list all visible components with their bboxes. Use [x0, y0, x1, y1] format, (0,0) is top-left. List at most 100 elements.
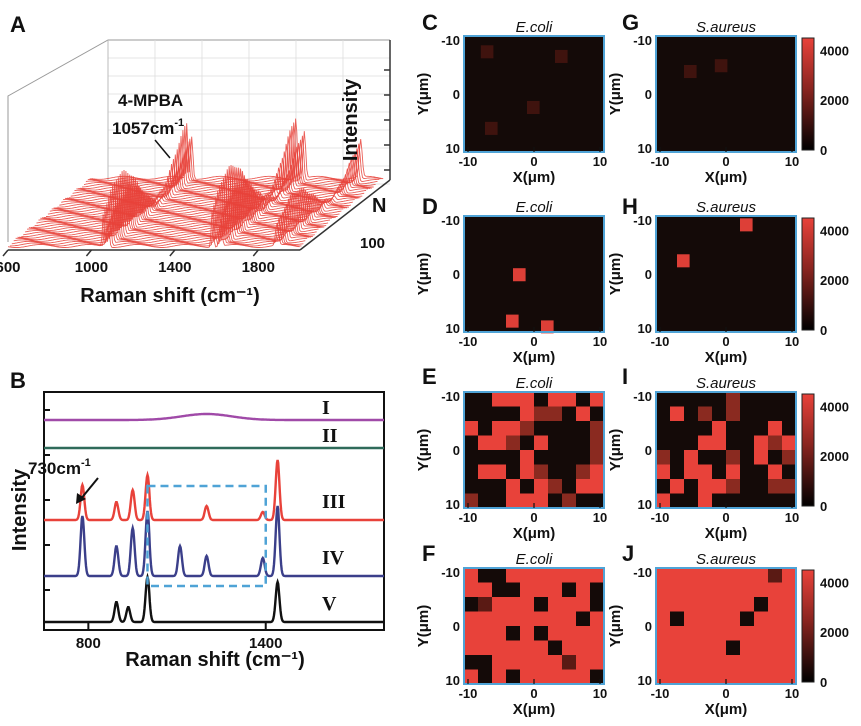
panel-letter-c: C: [422, 10, 438, 35]
heatmap-cell: [684, 465, 698, 480]
heatmap-cell: [562, 655, 576, 670]
x-tick-label: 0: [530, 154, 537, 169]
heatmap-cell: [478, 436, 492, 451]
panel-letter-i: I: [622, 364, 628, 389]
colorbar-tick-label: 2000: [820, 625, 849, 640]
x-tick-label: 1400: [158, 259, 191, 276]
x-tick-label: 10: [593, 686, 607, 701]
heatmap-y-axis-label: Y(μm): [607, 253, 624, 296]
x-tick-label: -10: [651, 510, 670, 525]
heatmap-cell: [754, 436, 768, 451]
heatmap-cell: [534, 479, 548, 494]
heatmap-y-axis-label: Y(μm): [415, 429, 432, 472]
heatmap-panels: E.coli -10 0 10 -10 0 10 X(μm) Y(μm) E.coli -10 0 10…: [415, 19, 849, 718]
x-tick-label: 10: [785, 510, 799, 525]
colorbar-tick-label: 4000: [820, 399, 849, 414]
x-tick-label: 800: [76, 635, 101, 652]
y-tick-label: 0: [645, 267, 652, 282]
heatmap-cell: [506, 670, 520, 685]
x-tick-mark: [3, 250, 8, 256]
panel-b-series: IIIIIIIVV: [44, 397, 384, 622]
heatmap-x-axis-label: X(μm): [513, 349, 556, 366]
colorbar-tick-label: 4000: [820, 223, 849, 238]
heatmap-cell: [768, 421, 782, 436]
heatmap-cell: [506, 479, 520, 494]
heatmap-cell: [590, 583, 604, 598]
y-tick-label: -10: [633, 33, 652, 48]
colorbar-tick-label: 2000: [820, 273, 849, 288]
panel-letter-a: A: [10, 12, 26, 37]
heatmap-cell: [576, 612, 590, 627]
heatmap-cell: [464, 655, 478, 670]
series-label-V: V: [322, 593, 337, 615]
colorbar-tick-label: 4000: [820, 43, 849, 58]
heatmap-e: E.coli-10010-10 0 10X(μm)Y(μm): [415, 375, 607, 542]
heatmap-cell: [562, 392, 576, 407]
heatmap-cell: [670, 479, 684, 494]
x-tick-label: 10: [593, 510, 607, 525]
heatmap-y-axis-label: Y(μm): [607, 73, 624, 116]
heatmap-title: E.coli: [516, 551, 553, 568]
heatmap-cell: [534, 407, 548, 422]
heatmap-cell: [726, 479, 740, 494]
panel-a-x-axis-label: Raman shift (cm⁻¹): [80, 285, 259, 307]
heatmap-x-axis-label: X(μm): [705, 349, 748, 366]
heatmap-cell: [768, 465, 782, 480]
x-tick-label: -10: [651, 154, 670, 169]
heatmap-cell: [534, 626, 548, 641]
y-tick-label: 0: [453, 87, 460, 102]
heatmap-cell: [492, 568, 506, 583]
heatmap-cell: [562, 494, 576, 509]
heatmap-cell: [590, 465, 604, 480]
heatmap-cell: [590, 479, 604, 494]
heatmap-y-axis-label: Y(μm): [415, 73, 432, 116]
heatmap-cell: [548, 641, 562, 656]
heatmap-y-axis-label: Y(μm): [607, 429, 624, 472]
panel-letter-d: D: [422, 194, 438, 219]
panel-letter-e: E: [422, 364, 437, 389]
series-label-IV: IV: [322, 547, 345, 569]
annotation-730-peak: 730cm-1: [28, 457, 91, 478]
y-tick-label: -10: [441, 565, 460, 580]
heatmap-cell: [740, 218, 753, 231]
x-tick-label: 600: [0, 259, 21, 276]
heatmap-c: E.coli-10010-10 0 10X(μm)Y(μm): [415, 19, 607, 186]
heatmap-cell: [506, 626, 520, 641]
panel-b-x-axis-label: Raman shift (cm⁻¹): [125, 649, 304, 671]
x-tick-label: 0: [530, 334, 537, 349]
heatmap-cell: [726, 641, 740, 656]
heatmap-title: S.aureus: [696, 199, 757, 216]
heatmap-cell: [485, 122, 498, 135]
y-tick-label: 0: [453, 443, 460, 458]
panel-b-y-axis-label: Intensity: [9, 468, 31, 551]
x-tick-mark: [170, 250, 175, 256]
series-line-I: [44, 414, 384, 420]
y-tick-label: 0: [645, 443, 652, 458]
x-tick-label: -10: [459, 686, 478, 701]
colorbar-tick-label: 0: [820, 499, 827, 514]
x-tick-label: 10: [785, 334, 799, 349]
colorbar: [802, 218, 814, 330]
heatmap-cell: [782, 436, 796, 451]
heatmap-x-axis-label: X(μm): [513, 169, 556, 186]
y-tick-label: -10: [633, 389, 652, 404]
heatmap-cell: [527, 101, 540, 114]
heatmap-cell: [712, 421, 726, 436]
heatmap-cell: [506, 436, 520, 451]
x-tick-label: 10: [593, 334, 607, 349]
heatmap-cell: [698, 465, 712, 480]
y-tick-label: -10: [441, 389, 460, 404]
y-tick-label: -10: [441, 213, 460, 228]
colorbar-tick-label: 2000: [820, 449, 849, 464]
series-label-III: III: [322, 491, 346, 513]
heatmap-cell: [590, 436, 604, 451]
heatmap-cell: [492, 436, 506, 451]
heatmap-cell: [513, 268, 526, 281]
heatmap-title: E.coli: [516, 375, 553, 392]
heatmap-cell: [726, 450, 740, 465]
heatmap-cell: [782, 450, 796, 465]
heatmap-cell: [768, 568, 782, 583]
